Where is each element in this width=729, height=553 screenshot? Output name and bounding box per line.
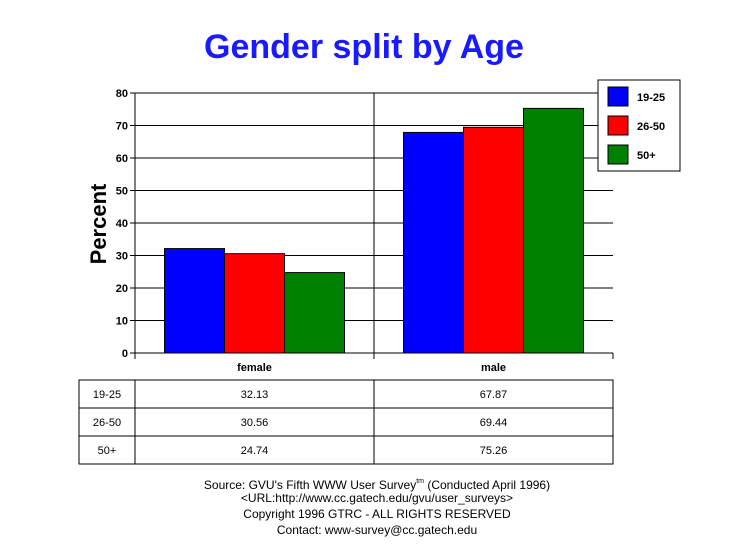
- footer-url: <URL:http://www.cc.gatech.edu/gvu/user_s…: [241, 491, 513, 505]
- footer: Source: GVU's Fifth WWW User Surveytm (C…: [204, 478, 550, 537]
- y-tick-label: 40: [116, 218, 128, 230]
- legend: 19-25 26-50 50+: [597, 79, 681, 172]
- footer-source-suffix: (Conducted April 1996): [424, 478, 550, 492]
- table-row-header: 50+: [98, 445, 117, 457]
- y-tick-labels: 0 10 20 30 40 50 60 70 80: [116, 88, 135, 360]
- y-tick-label: 70: [116, 121, 128, 133]
- x-tick-labels: female male: [237, 362, 506, 374]
- bar-male-26-50: [463, 126, 524, 354]
- legend-label-50+: 50+: [637, 150, 656, 162]
- legend-swatch-26-50: [607, 115, 629, 136]
- footer-contact: Contact: www-survey@cc.gatech.edu: [277, 523, 477, 537]
- table-border: [78, 379, 614, 465]
- x-tick-label: female: [237, 362, 272, 374]
- chart-title: Gender split by Age: [204, 28, 524, 66]
- y-tick-label: 50: [116, 186, 128, 198]
- legend-label-26-50: 26-50: [637, 121, 665, 133]
- y-axis-label: Percent: [86, 183, 111, 264]
- bar-male-50+: [523, 107, 584, 354]
- table-cell-value: 30.56: [241, 417, 269, 429]
- table-cell-value: 67.87: [480, 389, 508, 401]
- y-tick-label: 60: [116, 153, 128, 165]
- legend-swatch-50+: [607, 144, 629, 165]
- table-cell-value: 32.13: [241, 389, 269, 401]
- data-table: 19-25 32.13 67.87 26-50 30.56 69.44 50+ 24.74 75…: [78, 379, 614, 465]
- y-tick-label: 10: [116, 316, 128, 328]
- footer-source-prefix: Source: GVU's Fifth WWW User Survey: [204, 478, 416, 492]
- table-row-header: 26-50: [93, 417, 121, 429]
- x-tick-label: male: [481, 362, 506, 374]
- footer-source-sup: tm: [416, 478, 424, 485]
- table-row-header: 19-25: [93, 389, 121, 401]
- table-cell-value: 24.74: [241, 445, 269, 457]
- bar-female-50+: [284, 272, 345, 354]
- y-tick-label: 0: [122, 348, 128, 360]
- footer-source: Source: GVU's Fifth WWW User Surveytm (C…: [204, 478, 550, 492]
- y-tick-label: 20: [116, 283, 128, 295]
- bar-female-19-25: [164, 248, 225, 354]
- legend-swatch-19-25: [607, 86, 629, 107]
- bar-female-26-50: [224, 253, 285, 354]
- footer-copyright: Copyright 1996 GTRC - ALL RIGHTS RESERVE…: [243, 507, 511, 521]
- y-tick-label: 80: [116, 88, 128, 100]
- table-cell-value: 69.44: [480, 417, 508, 429]
- y-tick-label: 30: [116, 251, 128, 263]
- bar-male-19-25: [403, 131, 464, 354]
- legend-label-19-25: 19-25: [637, 92, 665, 104]
- table-cell-value: 75.26: [480, 445, 508, 457]
